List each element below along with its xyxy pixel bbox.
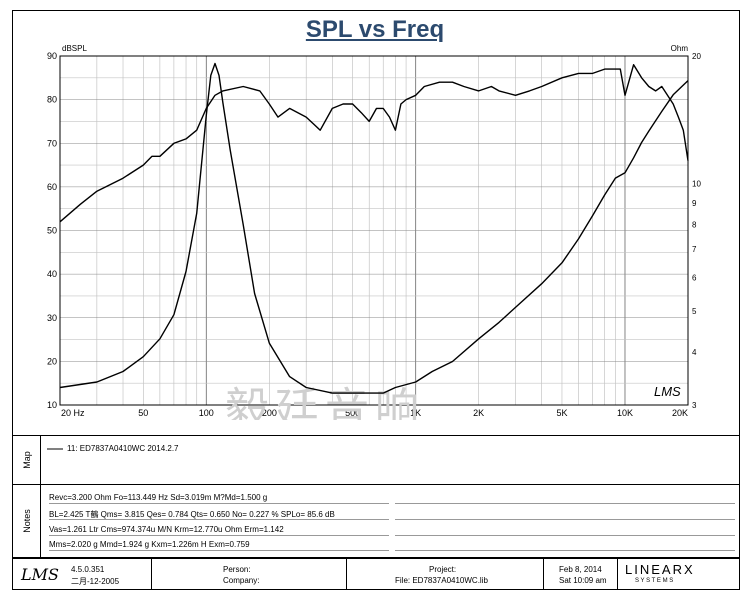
y-right-tick-label: 7 bbox=[692, 245, 697, 254]
footer-project-label: Project: bbox=[429, 565, 457, 574]
note-line-3: Vas=1.261 Ltr Cms=974.374u M/N Krm=12.77… bbox=[49, 525, 284, 534]
impedance-curve bbox=[59, 62, 689, 394]
footer-version: 4.5.0.351 bbox=[71, 565, 105, 574]
note-rule-4 bbox=[49, 550, 389, 551]
footer-divider-1 bbox=[151, 559, 152, 589]
x-tick-label: 20K bbox=[672, 408, 688, 418]
footer-divider-3 bbox=[543, 559, 544, 589]
y-right-tick-label: 10 bbox=[692, 180, 701, 189]
footer-version-date: 二月-12-2005 bbox=[71, 577, 120, 586]
map-side: Map bbox=[13, 436, 41, 484]
chart-grid bbox=[59, 55, 689, 406]
footer-divider-2 bbox=[346, 559, 347, 589]
y-right-tick-label: 8 bbox=[692, 221, 697, 230]
note-rule-3 bbox=[49, 535, 389, 536]
y-right-tick-label: 6 bbox=[692, 273, 697, 282]
note-rule-3b bbox=[395, 535, 735, 536]
x-tick-label: 10K bbox=[617, 408, 633, 418]
note-rule-2b bbox=[395, 519, 735, 520]
x-tick-label: 20 Hz bbox=[61, 408, 85, 418]
notes-side: Notes bbox=[13, 485, 41, 557]
y-right-axis-label: Ohm bbox=[671, 44, 689, 53]
footer-company-label: Company: bbox=[223, 576, 260, 585]
note-line-2: BL=2.425 T鶴 Qms= 3.815 Qes= 0.784 Qts= 0… bbox=[49, 510, 335, 519]
footer-logo: LMS bbox=[21, 565, 59, 584]
y-left-tick-label: 30 bbox=[47, 313, 57, 323]
map-panel: Map 11: ED7837A0410WC 2014.2.7 bbox=[12, 435, 740, 485]
y-left-tick-label: 50 bbox=[47, 226, 57, 236]
axis-ticks: 20 Hz 50 100 200 500 1K 2K 5K 10K 20K 10 20 30 40 50 60… bbox=[47, 51, 701, 418]
note-line-4: Mms=2.020 g Mmd=1.924 g Kxm=1.226m H Exm… bbox=[49, 540, 250, 549]
legend-entry: 11: ED7837A0410WC 2014.2.7 bbox=[67, 444, 179, 453]
x-tick-label: 500 bbox=[345, 408, 360, 418]
map-label: Map bbox=[21, 451, 32, 469]
x-tick-label: 5K bbox=[556, 408, 567, 418]
chart-curves bbox=[59, 62, 689, 394]
note-line-1: Revc=3.200 Ohm Fo=113.449 Hz Sd=3.019m M… bbox=[49, 493, 268, 502]
footer-brand-sub: S Y S T E M S bbox=[635, 578, 674, 584]
footer-time: Sat 10:09 am bbox=[559, 576, 607, 585]
y-left-tick-label: 20 bbox=[47, 356, 57, 366]
x-tick-label: 200 bbox=[262, 408, 277, 418]
watermark: 毅廷音响 bbox=[225, 385, 425, 420]
y-left-tick-label: 40 bbox=[47, 269, 57, 279]
note-rule-2 bbox=[49, 519, 389, 520]
y-right-tick-label: 20 bbox=[692, 52, 701, 61]
x-tick-label: 50 bbox=[138, 408, 148, 418]
chart-logo: LMS bbox=[654, 384, 681, 399]
x-tick-label: 100 bbox=[199, 408, 214, 418]
notes-label: Notes bbox=[21, 509, 32, 533]
y-right-tick-label: 3 bbox=[692, 401, 697, 410]
spl-curve bbox=[59, 64, 689, 223]
y-left-tick-label: 80 bbox=[47, 95, 57, 105]
note-rule-1 bbox=[49, 503, 389, 504]
plot-area-border bbox=[59, 55, 689, 406]
y-left-tick-label: 70 bbox=[47, 138, 57, 148]
x-tick-label: 1K bbox=[410, 408, 421, 418]
footer-date: Feb 8, 2014 bbox=[559, 565, 602, 574]
footer-bar: LMS 4.5.0.351 二月-12-2005 Person: Company… bbox=[12, 558, 740, 590]
footer-divider-4 bbox=[617, 559, 618, 589]
footer-file-label: File: ED7837A0410WC.lib bbox=[395, 576, 488, 585]
spl-impedance-chart: dBSPL Ohm 20 Hz 50 100 200 500 1K 2K 5K 10K 20K 10… bbox=[47, 44, 701, 420]
legend-line bbox=[47, 448, 63, 450]
note-rule-1b bbox=[395, 503, 735, 504]
y-right-tick-label: 5 bbox=[692, 307, 697, 316]
footer-brand-main: LINEARX bbox=[625, 562, 695, 577]
y-left-axis-label: dBSPL bbox=[62, 44, 87, 53]
note-rule-4b bbox=[395, 550, 735, 551]
y-left-tick-label: 10 bbox=[47, 400, 57, 410]
footer-person-label: Person: bbox=[223, 565, 251, 574]
y-right-tick-label: 4 bbox=[692, 348, 697, 357]
notes-panel: Notes Revc=3.200 Ohm Fo=113.449 Hz Sd=3.… bbox=[12, 484, 740, 558]
y-left-tick-label: 90 bbox=[47, 51, 57, 61]
y-right-tick-label: 9 bbox=[692, 199, 697, 208]
chart-title: SPL vs Freq bbox=[305, 16, 445, 43]
x-tick-label: 2K bbox=[473, 408, 484, 418]
y-left-tick-label: 60 bbox=[47, 182, 57, 192]
